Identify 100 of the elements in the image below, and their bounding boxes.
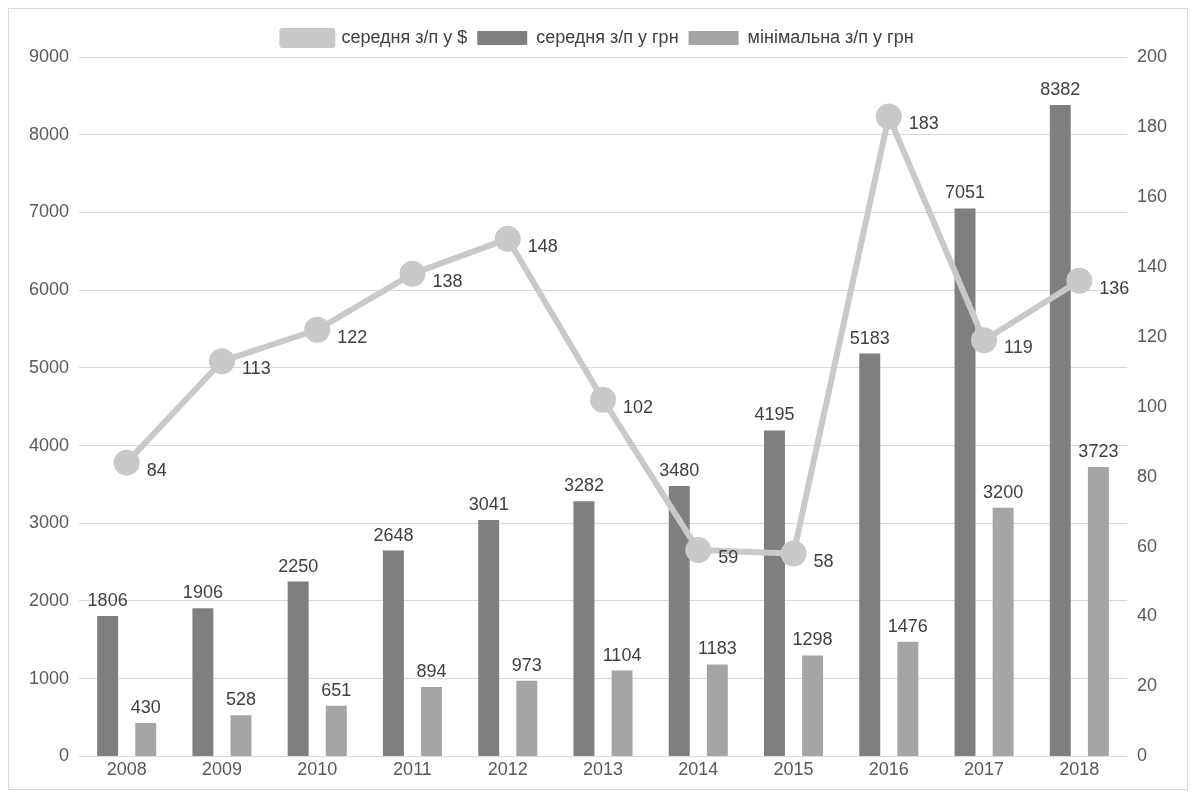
x-tick-label: 2016 bbox=[868, 759, 909, 780]
data-label: 183 bbox=[908, 113, 939, 134]
point bbox=[113, 449, 140, 476]
bar bbox=[478, 520, 500, 756]
bar bbox=[421, 686, 443, 756]
legend-label: мінімальна з/п у грн bbox=[747, 26, 914, 47]
y-tick-label: 9000 bbox=[29, 45, 70, 66]
legend-label: середня з/п у $ bbox=[341, 26, 468, 47]
bar bbox=[135, 722, 157, 756]
x-tick-label: 2009 bbox=[201, 759, 242, 780]
y-tick-label: 2000 bbox=[29, 589, 70, 610]
data-label: 1298 bbox=[792, 629, 833, 650]
data-label: 84 bbox=[146, 459, 167, 480]
bar bbox=[897, 641, 919, 756]
data-label: 3480 bbox=[659, 459, 700, 480]
point bbox=[1066, 267, 1093, 294]
bar bbox=[97, 616, 119, 756]
point bbox=[208, 348, 235, 375]
data-label: 3041 bbox=[468, 494, 509, 515]
x-tick-label: 2015 bbox=[773, 759, 814, 780]
bar bbox=[668, 485, 690, 756]
bar bbox=[706, 664, 728, 756]
y-tick-label: 8000 bbox=[29, 123, 70, 144]
x-tick-label: 2010 bbox=[297, 759, 338, 780]
y-tick-label: 6000 bbox=[29, 279, 70, 300]
y-tick-label: 0 bbox=[59, 745, 70, 766]
y-tick-label: 3000 bbox=[29, 512, 70, 533]
y2-tick-label: 160 bbox=[1136, 185, 1168, 206]
data-label: 3282 bbox=[563, 475, 604, 496]
data-label: 138 bbox=[432, 270, 463, 291]
bar bbox=[802, 655, 824, 756]
bar bbox=[992, 507, 1014, 756]
data-label: 148 bbox=[527, 235, 558, 256]
data-label: 136 bbox=[1099, 277, 1130, 298]
x-tick-label: 2008 bbox=[106, 759, 147, 780]
bar bbox=[954, 208, 976, 756]
legend-label: середня з/п у грн bbox=[536, 26, 679, 47]
point bbox=[399, 260, 426, 287]
data-label: 2250 bbox=[278, 555, 319, 576]
data-label: 651 bbox=[321, 679, 352, 700]
data-label: 430 bbox=[130, 696, 161, 717]
x-tick-label: 2018 bbox=[1059, 759, 1100, 780]
bar bbox=[192, 608, 214, 756]
x-tick-label: 2017 bbox=[964, 759, 1005, 780]
y2-tick-label: 20 bbox=[1136, 675, 1157, 696]
data-label: 2648 bbox=[373, 524, 414, 545]
data-label: 1183 bbox=[697, 638, 737, 659]
data-label: 102 bbox=[623, 396, 654, 417]
bar bbox=[516, 680, 538, 756]
y2-tick-label: 120 bbox=[1136, 325, 1168, 346]
bar bbox=[382, 550, 404, 756]
data-label: 7051 bbox=[944, 182, 986, 203]
data-label: 1806 bbox=[87, 590, 128, 611]
data-label: 1906 bbox=[182, 582, 223, 603]
data-label: 1104 bbox=[602, 644, 642, 665]
data-label: 3723 bbox=[1078, 441, 1119, 462]
bar bbox=[573, 501, 595, 756]
bar bbox=[859, 353, 881, 756]
data-label: 8382 bbox=[1040, 78, 1081, 99]
data-label: 3200 bbox=[983, 481, 1024, 502]
data-label: 894 bbox=[416, 660, 447, 681]
bar bbox=[1087, 467, 1109, 756]
data-label: 119 bbox=[1004, 337, 1033, 358]
data-label: 5183 bbox=[849, 327, 890, 348]
point bbox=[875, 103, 902, 130]
bar bbox=[325, 705, 347, 756]
bar bbox=[764, 430, 785, 756]
bar bbox=[611, 670, 633, 756]
y2-tick-label: 80 bbox=[1136, 465, 1157, 486]
x-tick-label: 2013 bbox=[582, 759, 624, 780]
data-label: 113 bbox=[241, 358, 271, 379]
y-tick-label: 7000 bbox=[29, 201, 70, 222]
point bbox=[685, 537, 712, 564]
bar bbox=[1049, 105, 1071, 756]
data-label: 122 bbox=[337, 326, 368, 347]
y2-tick-label: 180 bbox=[1136, 115, 1168, 136]
x-tick-label: 2014 bbox=[678, 759, 719, 780]
data-label: 1476 bbox=[887, 615, 928, 636]
point bbox=[304, 316, 331, 343]
data-label: 59 bbox=[718, 547, 739, 568]
y2-tick-label: 60 bbox=[1136, 535, 1157, 556]
bar bbox=[230, 715, 252, 756]
y-tick-label: 5000 bbox=[29, 356, 70, 377]
point bbox=[971, 327, 998, 354]
x-tick-label: 2012 bbox=[487, 759, 528, 780]
y2-tick-label: 200 bbox=[1136, 45, 1168, 66]
y2-tick-label: 0 bbox=[1136, 745, 1147, 766]
bar bbox=[287, 581, 309, 756]
y2-tick-label: 40 bbox=[1136, 605, 1157, 626]
y-tick-label: 4000 bbox=[29, 434, 70, 455]
data-label: 973 bbox=[511, 654, 542, 675]
y-tick-label: 1000 bbox=[29, 667, 70, 688]
point bbox=[590, 386, 617, 413]
x-tick-label: 2011 bbox=[393, 759, 432, 780]
y2-tick-label: 140 bbox=[1136, 255, 1168, 276]
data-label: 58 bbox=[813, 550, 834, 571]
point bbox=[494, 225, 521, 252]
y2-tick-label: 100 bbox=[1136, 395, 1168, 416]
data-label: 4195 bbox=[754, 404, 795, 425]
point bbox=[780, 540, 807, 567]
